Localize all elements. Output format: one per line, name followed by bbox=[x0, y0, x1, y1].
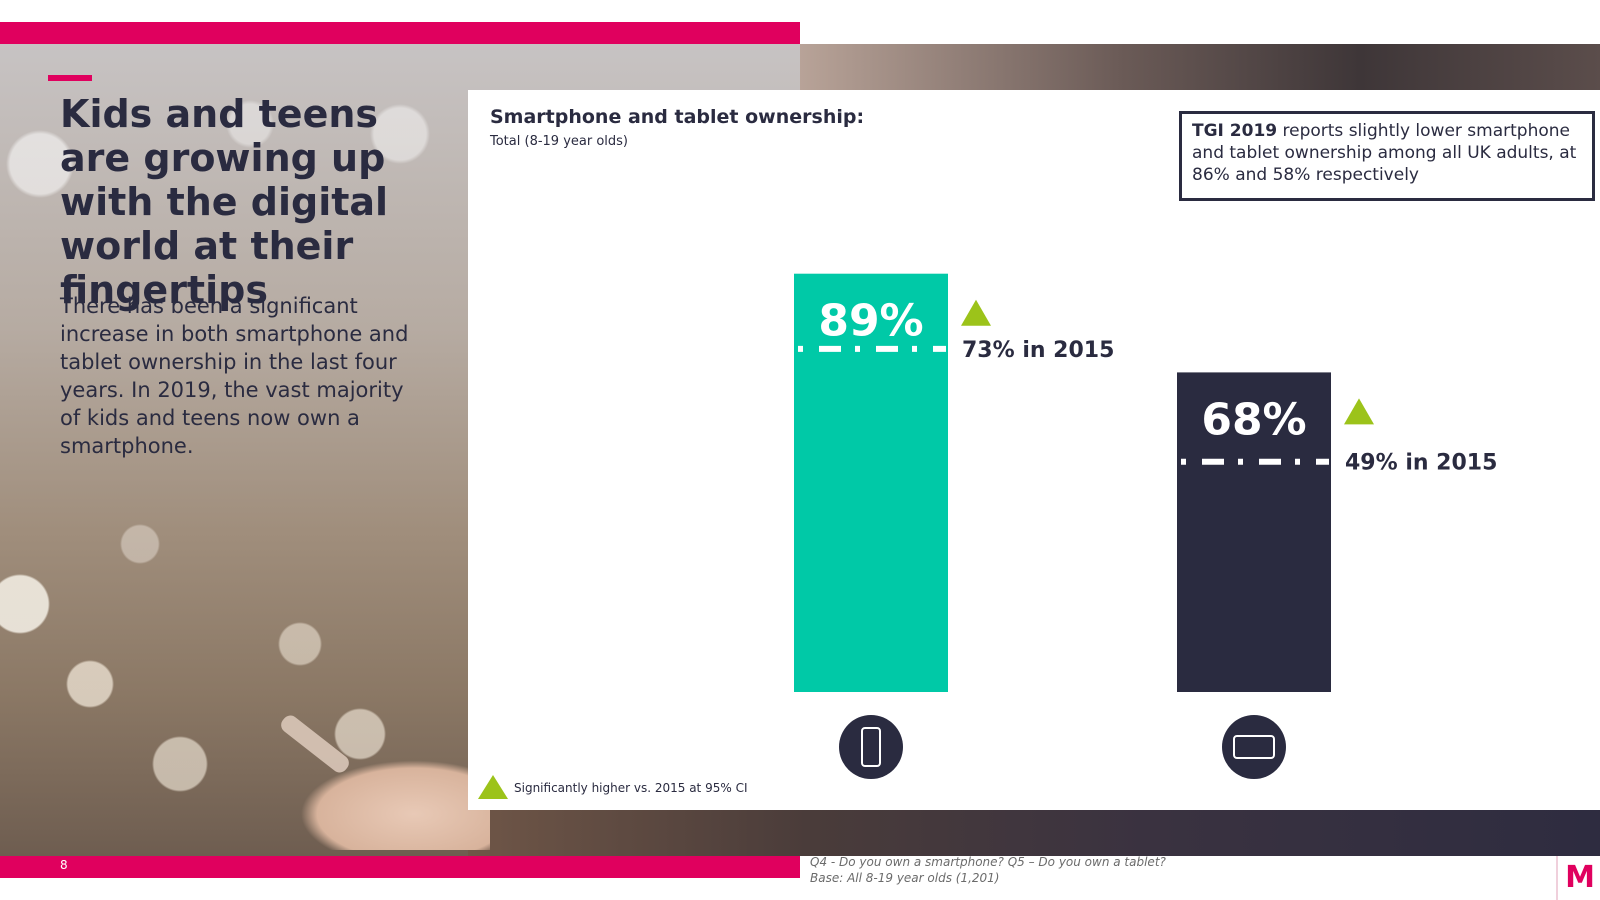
background-photo-strip-top bbox=[800, 44, 1600, 90]
tgi-callout-text: reports slightly lower smartphone and ta… bbox=[1192, 121, 1577, 185]
footnote-base: Base: All 8-19 year olds (1,201) bbox=[810, 871, 1000, 885]
smartphone-icon-circle bbox=[839, 715, 903, 779]
page-number: 8 bbox=[60, 858, 68, 872]
brand-logo: M bbox=[1556, 856, 1600, 900]
footnote: Q4 - Do you own a smartphone? Q5 – Do yo… bbox=[810, 854, 1166, 886]
bottom-accent-bar bbox=[0, 856, 800, 878]
chart-subtitle: Total (8-19 year olds) bbox=[490, 134, 628, 149]
smartphone-icon bbox=[861, 727, 881, 767]
tablet-significance-marker bbox=[1344, 398, 1374, 425]
tablet-2015-label: 49% in 2015 bbox=[1345, 451, 1497, 476]
tablet-value-label: 68% bbox=[1201, 394, 1306, 445]
slide-body-text: There has been a significant increase in… bbox=[60, 294, 409, 458]
footnote-question: Q4 - Do you own a smartphone? Q5 – Do yo… bbox=[810, 855, 1166, 869]
tgi-callout-box: TGI 2019 reports slightly lower smartpho… bbox=[1179, 111, 1595, 201]
legend-significance-label: Significantly higher vs. 2015 at 95% CI bbox=[514, 781, 747, 795]
chart-title: Smartphone and tablet ownership: bbox=[490, 106, 865, 128]
tablet-bar bbox=[1177, 372, 1331, 692]
smartphone-bar bbox=[794, 273, 948, 692]
top-accent-bar bbox=[0, 22, 800, 44]
smartphone-value-label: 89% bbox=[818, 296, 923, 347]
smartphone-significance-marker bbox=[961, 299, 991, 326]
tablet-icon bbox=[1233, 735, 1275, 759]
background-photo-strip-bottom bbox=[468, 810, 1600, 856]
tablet-icon-circle bbox=[1222, 715, 1286, 779]
hand-image bbox=[300, 760, 490, 850]
legend-significance-marker bbox=[478, 775, 508, 799]
smartphone-2015-label: 73% in 2015 bbox=[962, 338, 1114, 363]
chart-panel bbox=[468, 90, 1600, 810]
tgi-callout-bold: TGI 2019 bbox=[1192, 121, 1278, 141]
headline-accent-line bbox=[48, 75, 92, 81]
slide-headline: Kids and teens are growing up with the d… bbox=[60, 92, 389, 312]
